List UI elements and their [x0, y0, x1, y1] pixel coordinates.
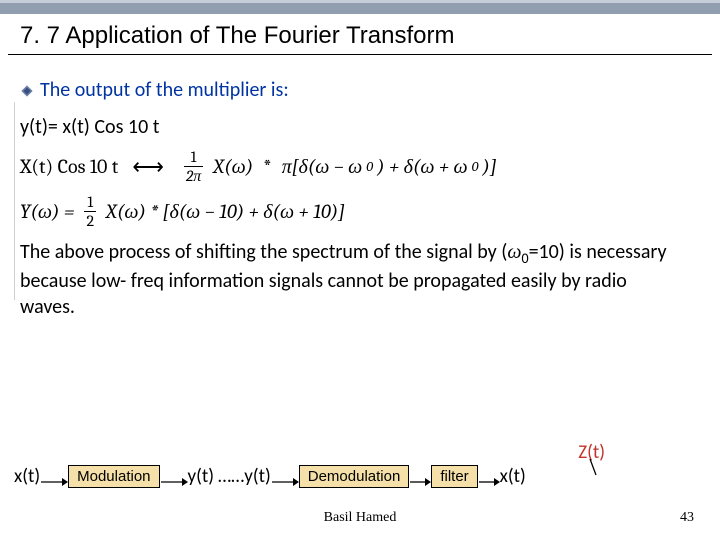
eq2-lhs: X(t) Cos 10 t [20, 155, 118, 178]
eq2-c: ) + δ(ω + ω [377, 155, 467, 179]
flow-xt-out: x(t) [500, 465, 526, 488]
eq2-b: π[δ(ω − ω [282, 155, 363, 179]
footer-author: Basil Hamed [324, 510, 397, 526]
eq2-xw: X(ω) [213, 155, 253, 179]
arrow-right-icon [478, 476, 500, 488]
modulation-box: Modulation [68, 465, 159, 488]
flow-dots-yt: ……y(t) [218, 465, 271, 488]
eq3-lhs: Y(ω) = [20, 200, 74, 224]
page-title: 7. 7 Application of The Fourier Transfor… [8, 14, 712, 55]
signal-flow: x(t) Modulation y(t) ……y(t) Demodulation… [14, 465, 710, 488]
filter-box: filter [431, 465, 477, 488]
arrow-right-icon [40, 476, 68, 488]
arrow-right-icon [409, 476, 431, 488]
arrow-right-icon [271, 476, 299, 488]
eq3-frac: 1 2 [84, 194, 96, 229]
bullet-line: The output of the multiplier is: [20, 77, 720, 104]
explanation-paragraph: The above process of shifting the spectr… [20, 239, 720, 320]
eq-xcos: X(t) Cos 10 t ⟷ 1 2π X(ω) * π[δ(ω − ω0) … [20, 149, 720, 184]
bullet-text: The output of the multiplier is: [40, 77, 289, 104]
footer-page-number: 43 [680, 510, 694, 526]
flow-xt-in: x(t) [14, 465, 40, 488]
eq2-d: )] [482, 155, 496, 178]
diamond-bullet-icon [20, 84, 34, 98]
eq-yt: y(t)= x(t) Cos 10 t [20, 114, 720, 141]
arrow-right-icon [160, 476, 188, 488]
eq2-frac: 1 2π [184, 149, 203, 184]
content-area: The output of the multiplier is: y(t)= x… [0, 55, 720, 320]
flow-yt-1: y(t) [188, 465, 215, 488]
eq3-rhs: X(ω) * [δ(ω − 10) + δ(ω + 10)] [106, 200, 345, 224]
eq-Yw: Y(ω) = 1 2 X(ω) * [δ(ω − 10) + δ(ω + 10)… [20, 194, 720, 229]
top-bar [0, 0, 720, 14]
demodulation-box: Demodulation [299, 465, 410, 488]
double-arrow-icon: ⟷ [132, 154, 164, 180]
